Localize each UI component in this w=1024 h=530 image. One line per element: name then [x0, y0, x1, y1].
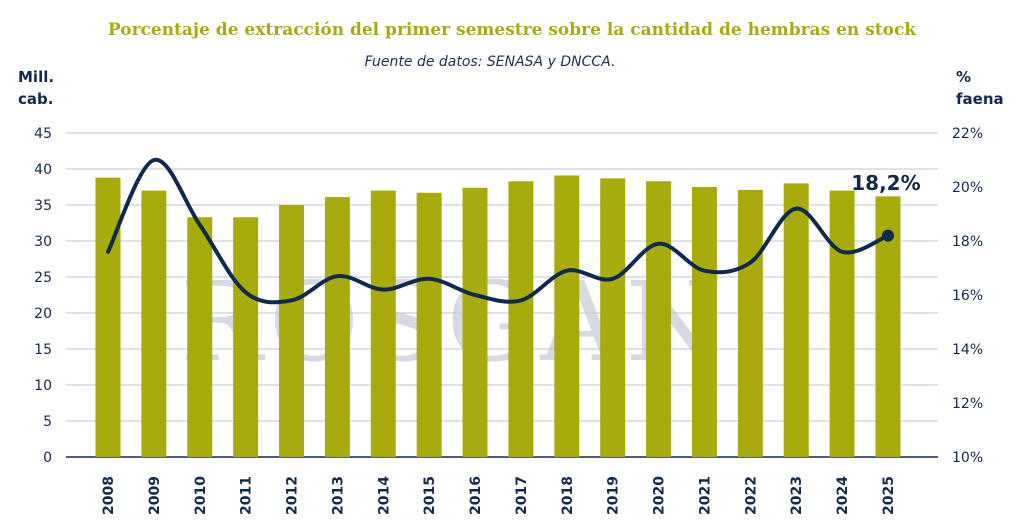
- right-tick-label: 16%: [952, 288, 983, 304]
- chart-subtitle: Fuente de datos: SENASA y DNCCA.: [364, 54, 616, 70]
- bar: [416, 192, 442, 457]
- chart-title: Porcentaje de extracción del primer seme…: [107, 20, 917, 40]
- left-tick-label: 35: [34, 198, 52, 214]
- x-tick-label: 2018: [560, 476, 576, 515]
- right-tick-label: 14%: [952, 342, 983, 358]
- x-tick-label: 2012: [285, 476, 301, 515]
- x-tick-label: 2025: [881, 476, 897, 515]
- bar: [141, 190, 167, 457]
- line-end-marker: [881, 229, 894, 242]
- bar: [508, 181, 534, 458]
- x-tick-label: 2014: [376, 476, 392, 515]
- bar: [370, 190, 396, 457]
- x-tick-label: 2020: [652, 476, 668, 515]
- bar: [691, 187, 717, 457]
- x-tick-label: 2019: [606, 476, 622, 515]
- bar: [829, 190, 855, 457]
- x-tick-label: 2022: [743, 476, 759, 515]
- right-axis-label: % faena: [956, 68, 1004, 108]
- bar: [233, 217, 259, 457]
- watermark-text: ROSGAN: [180, 258, 728, 386]
- bar: [324, 197, 350, 457]
- left-tick-label: 5: [43, 414, 52, 430]
- bar: [600, 178, 626, 458]
- bar-layer: [95, 175, 901, 458]
- right-tick-label: 20%: [952, 180, 983, 196]
- x-tick-label: 2015: [422, 476, 438, 515]
- bar: [187, 217, 213, 457]
- left-tick-label: 40: [34, 162, 52, 178]
- left-tick-label: 20: [34, 306, 52, 322]
- bar: [279, 205, 305, 457]
- right-tick-label: 18%: [952, 234, 983, 250]
- x-tick-label: 2024: [835, 476, 851, 515]
- line-series: [106, 157, 890, 305]
- x-tick-label: 2011: [239, 476, 255, 515]
- last-value-label: 18,2%: [851, 171, 920, 195]
- left-tick-label: 30: [34, 234, 52, 250]
- bar: [737, 189, 763, 457]
- bar: [554, 175, 580, 458]
- bar: [783, 183, 809, 457]
- x-tick-label: 2016: [468, 476, 484, 515]
- left-tick-label: 15: [34, 342, 52, 358]
- bar: [646, 181, 672, 458]
- tick-layer: 05101520253035404510%12%14%16%18%20%22%2…: [34, 126, 983, 515]
- left-tick-label: 10: [34, 378, 52, 394]
- x-tick-label: 2021: [697, 476, 713, 515]
- left-tick-label: 0: [43, 450, 52, 466]
- line-layer: 18,2%: [106, 157, 921, 305]
- bar: [95, 177, 121, 457]
- x-tick-label: 2010: [193, 476, 209, 515]
- left-tick-label: 25: [34, 270, 52, 286]
- right-tick-label: 10%: [952, 450, 983, 466]
- left-axis-label: Mill. cab.: [18, 68, 55, 108]
- x-tick-label: 2017: [514, 476, 530, 515]
- right-tick-label: 22%: [952, 126, 983, 142]
- x-tick-label: 2008: [101, 476, 117, 515]
- x-tick-label: 2023: [789, 476, 805, 515]
- watermark-layer: ROSGAN: [180, 258, 728, 386]
- x-tick-label: 2009: [147, 476, 163, 515]
- bar: [462, 187, 488, 457]
- x-tick-label: 2013: [330, 476, 346, 515]
- left-tick-label: 45: [34, 126, 52, 142]
- right-tick-label: 12%: [952, 396, 983, 412]
